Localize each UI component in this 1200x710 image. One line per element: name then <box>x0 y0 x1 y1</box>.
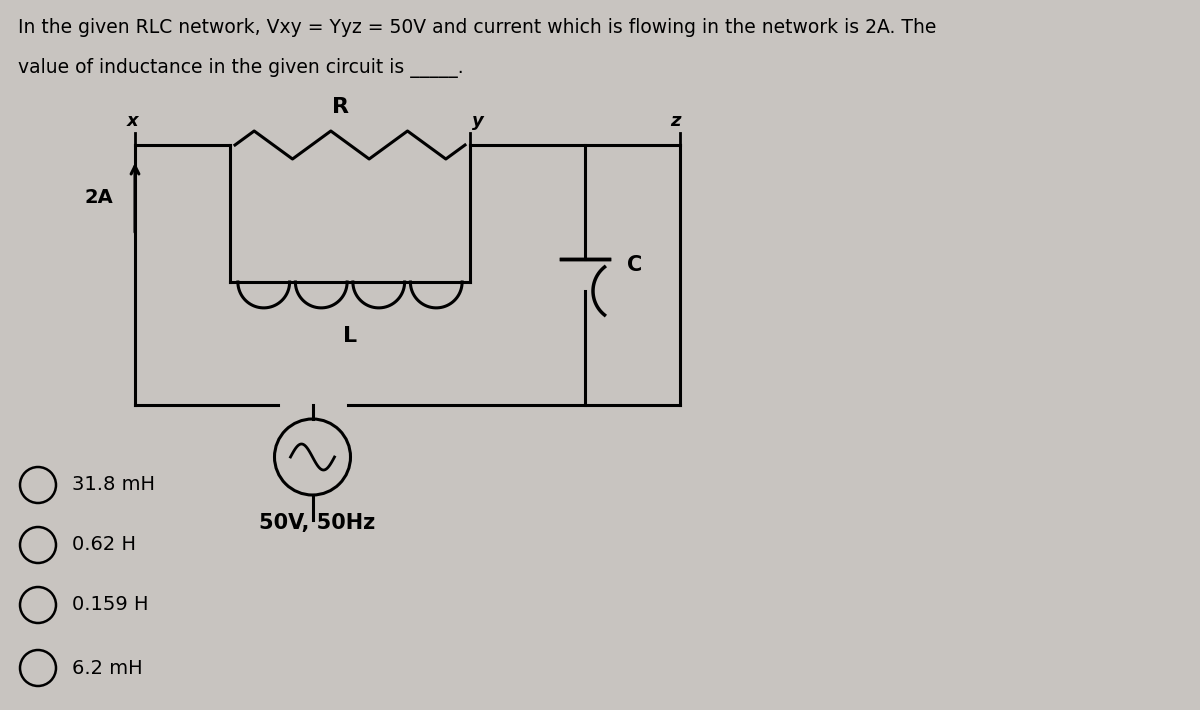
Text: R: R <box>331 97 348 117</box>
Text: 6.2 mH: 6.2 mH <box>72 658 143 677</box>
Text: L: L <box>343 326 358 346</box>
Text: 31.8 mH: 31.8 mH <box>72 476 155 494</box>
Text: 0.159 H: 0.159 H <box>72 596 149 614</box>
Text: 50V, 50Hz: 50V, 50Hz <box>259 513 376 533</box>
Text: x: x <box>127 112 139 130</box>
Text: 2A: 2A <box>84 188 113 207</box>
Text: 0.62 H: 0.62 H <box>72 535 136 555</box>
Text: C: C <box>628 255 642 275</box>
Text: z: z <box>670 112 680 130</box>
Text: y: y <box>472 112 484 130</box>
Text: value of inductance in the given circuit is _____.: value of inductance in the given circuit… <box>18 58 463 78</box>
Text: In the given RLC network, Vxy = Yyz = 50V and current which is flowing in the ne: In the given RLC network, Vxy = Yyz = 50… <box>18 18 936 37</box>
